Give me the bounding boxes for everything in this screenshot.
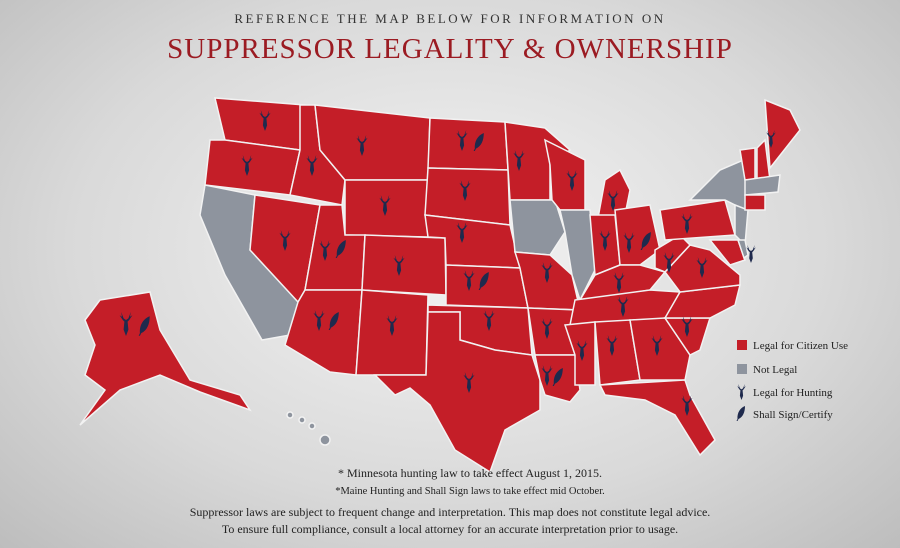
disclaimer: To ensure full compliance, consult a loc… [222,522,678,536]
states [79,97,801,474]
footnote: *Maine Hunting and Shall Sign laws to ta… [335,486,605,497]
subtitle: REFERENCE THE MAP BELOW FOR INFORMATION … [234,11,665,26]
disclaimer: Suppressor laws are subject to frequent … [190,505,711,519]
legend-item: Legal for Citizen Use [753,340,848,352]
legend-item: Legal for Hunting [753,387,833,399]
legend-item: Not Legal [753,364,797,376]
title: SUPPRESSOR LEGALITY & OWNERSHIP [167,33,733,65]
legend: Legal for Citizen Use Not Legal Legal fo… [736,340,848,421]
footnote: * Minnesota hunting law to take effect A… [338,466,602,480]
legend-item: Shall Sign/Certify [753,409,833,421]
